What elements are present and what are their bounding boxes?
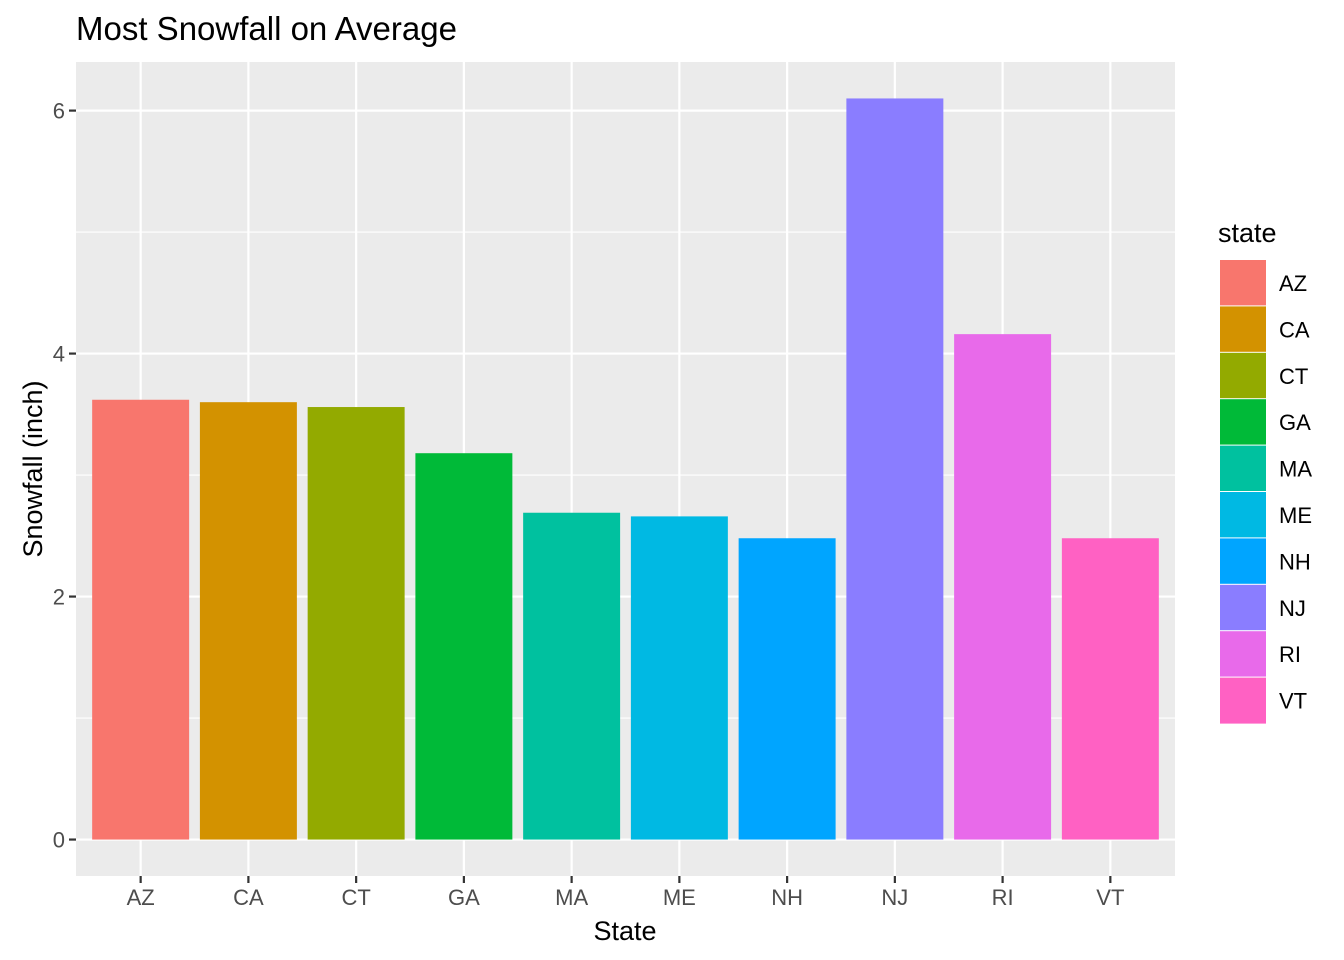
legend-label-ri: RI: [1279, 642, 1301, 667]
legend-key-ma: [1220, 445, 1266, 492]
x-tick-label-nh: NH: [771, 885, 803, 910]
x-tick-label-me: ME: [663, 885, 696, 910]
bar-ga: [415, 453, 513, 840]
x-tick-label-vt: VT: [1096, 885, 1124, 910]
x-tick-label-nj: NJ: [881, 885, 908, 910]
bar-ma: [523, 512, 621, 840]
legend-title: state: [1218, 218, 1277, 248]
x-tick-label-ri: RI: [992, 885, 1014, 910]
x-tick-label-ma: MA: [555, 885, 588, 910]
x-tick-label-ga: GA: [448, 885, 480, 910]
legend-label-me: ME: [1279, 503, 1312, 528]
legend-key-ri: [1220, 631, 1266, 678]
x-tick-label-ct: CT: [341, 885, 370, 910]
x-tick-label-az: AZ: [127, 885, 155, 910]
y-axis: 0 2 4 6: [53, 99, 76, 853]
legend-label-az: AZ: [1279, 271, 1307, 296]
x-axis-title: State: [593, 916, 656, 946]
legend-label-nj: NJ: [1279, 596, 1306, 621]
legend-label-ga: GA: [1279, 410, 1311, 435]
chart-title: Most Snowfall on Average: [76, 10, 457, 47]
plot-panel: [76, 62, 1175, 876]
legend-key-ga: [1220, 399, 1266, 446]
legend-key-az: [1220, 260, 1266, 306]
legend-label-ct: CT: [1279, 364, 1308, 389]
bar-ri: [954, 334, 1052, 840]
legend-key-vt: [1220, 677, 1266, 724]
y-axis-title: Snowfall (inch): [18, 380, 48, 557]
bar-vt: [1061, 538, 1159, 840]
bar-nh: [738, 538, 836, 840]
legend-key-ct: [1220, 352, 1266, 399]
legend-key-ca: [1220, 306, 1266, 353]
legend-key-nj: [1220, 584, 1266, 631]
bar-ca: [199, 402, 297, 840]
bar-ct: [307, 407, 405, 840]
y-tick-label: 4: [53, 342, 65, 367]
y-tick-label: 2: [53, 585, 65, 610]
bar-az: [92, 399, 190, 840]
legend-key-nh: [1220, 538, 1266, 585]
y-tick-label: 6: [53, 99, 65, 124]
legend-label-ca: CA: [1279, 317, 1310, 342]
y-tick-label: 0: [53, 828, 65, 853]
legend-label-nh: NH: [1279, 549, 1311, 574]
legend-label-vt: VT: [1279, 689, 1307, 714]
legend-label-ma: MA: [1279, 457, 1312, 482]
bar-me: [630, 516, 728, 840]
legend-key-me: [1220, 492, 1266, 538]
x-axis: AZ CA CT GA MA ME NH NJ RI VT: [127, 876, 1124, 910]
legend: state AZ CA CT GA MA ME NH NJ RI VT: [1218, 218, 1312, 725]
x-tick-label-ca: CA: [233, 885, 264, 910]
bar-nj: [846, 98, 944, 840]
